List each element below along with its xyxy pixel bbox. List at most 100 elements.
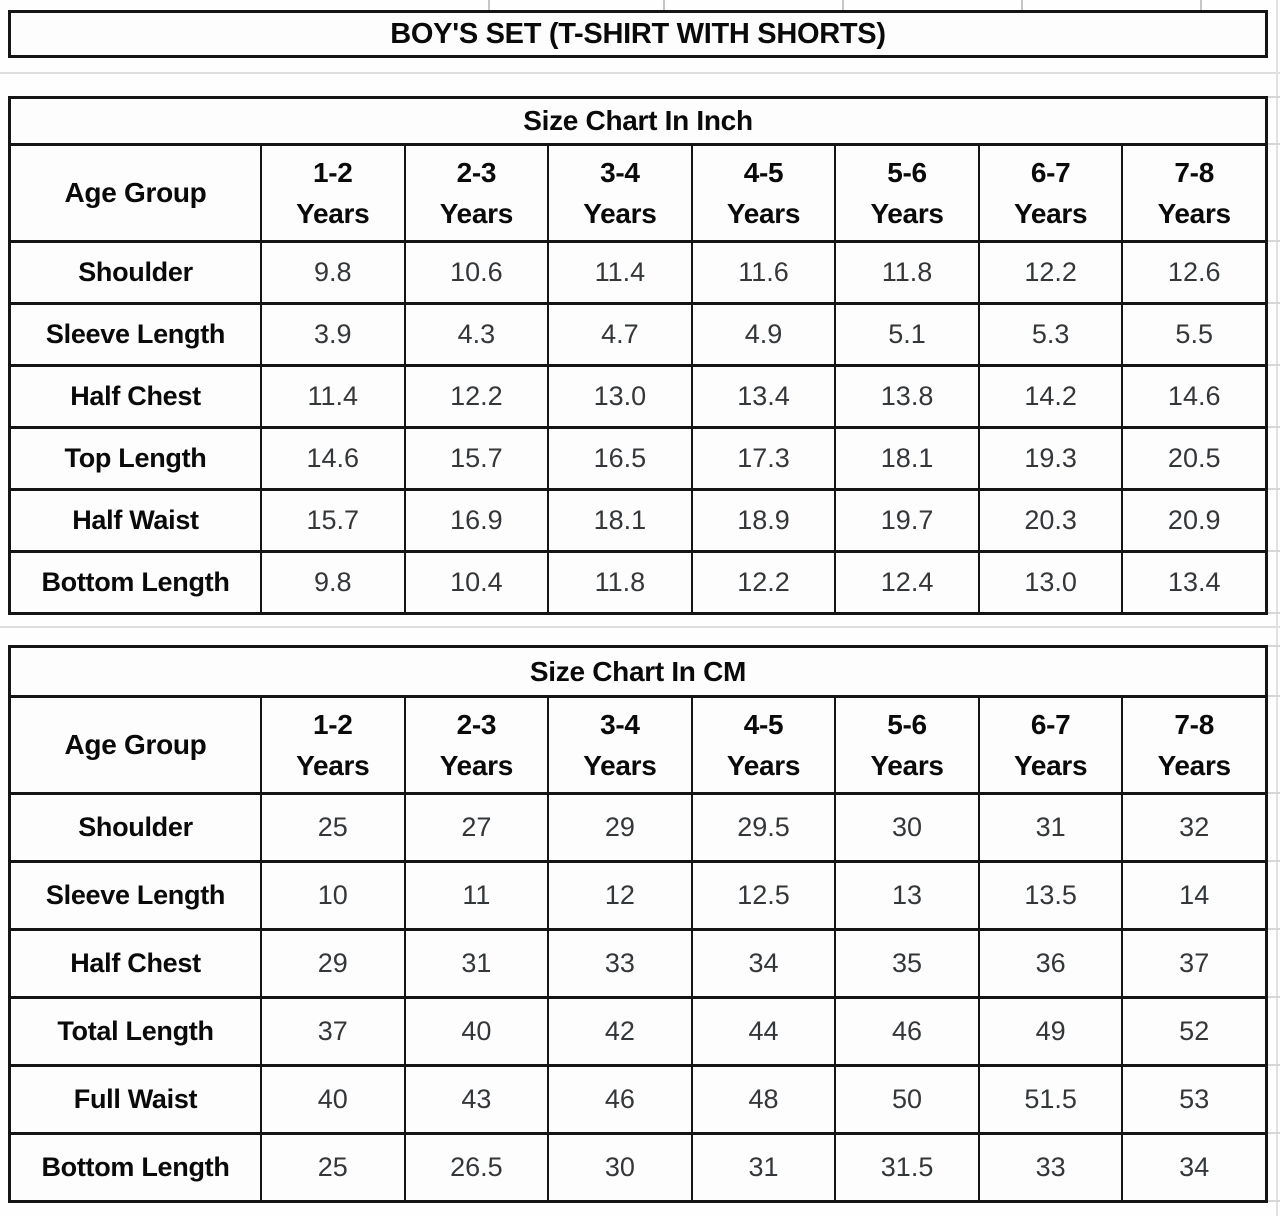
age-unit: Years	[870, 749, 944, 781]
gridline	[1268, 996, 1280, 998]
row-label: Total Length	[11, 999, 260, 1064]
row-label: Sleeve Length	[11, 305, 260, 364]
value-cell: 15.7	[405, 429, 548, 488]
value-cell: 18.9	[692, 491, 835, 550]
value-cell: 31	[979, 795, 1122, 860]
value-cell: 18.1	[836, 429, 978, 488]
age-range: 2-3	[456, 708, 497, 740]
value-cell: 42	[549, 999, 691, 1064]
gridline	[1268, 488, 1280, 490]
value-cell: 11.4	[549, 243, 691, 302]
value-cell: 16.5	[549, 429, 691, 488]
value-cell: 14.6	[1123, 367, 1265, 426]
page-title: BOY'S SET (T-SHIRT WITH SHORTS)	[8, 10, 1268, 58]
age-range: 1-2	[312, 156, 353, 188]
value-cell: 34	[1123, 1135, 1265, 1200]
value-cell: 46	[836, 999, 978, 1064]
value-cell: 31	[692, 1135, 835, 1200]
value-cell: 51.5	[979, 1067, 1122, 1132]
age-unit: Years	[1157, 197, 1232, 229]
value-cell: 29.5	[692, 795, 835, 860]
gridline	[842, 0, 844, 10]
value-cell: 35	[836, 931, 978, 996]
value-cell: 52	[1123, 999, 1265, 1064]
age-unit: Years	[439, 197, 514, 229]
value-cell: 9.8	[262, 243, 404, 302]
value-cell: 11.6	[692, 243, 835, 302]
table-title: Size Chart In Inch	[11, 99, 1265, 143]
column-header: 5-6 Years	[836, 698, 978, 792]
value-cell: 5.1	[836, 305, 978, 364]
value-cell: 12.6	[1123, 243, 1265, 302]
value-cell: 11.8	[836, 243, 978, 302]
value-cell: 12.2	[405, 367, 548, 426]
value-cell: 12.4	[836, 553, 978, 612]
row-label: Shoulder	[11, 243, 260, 302]
value-cell: 30	[549, 1135, 691, 1200]
value-cell: 32	[1123, 795, 1265, 860]
age-unit: Years	[583, 749, 657, 781]
value-cell: 5.5	[1123, 305, 1265, 364]
column-header: 2-3 Years	[405, 146, 548, 240]
age-unit: Years	[1014, 749, 1088, 781]
value-cell: 12.5	[692, 863, 835, 928]
value-cell: 19.7	[836, 491, 978, 550]
age-range: 6-7	[1030, 708, 1071, 740]
table-title: Size Chart In CM	[11, 648, 1265, 695]
value-cell: 25	[262, 795, 404, 860]
age-unit: Years	[296, 197, 370, 229]
column-header: 4-5 Years	[692, 698, 835, 792]
value-cell: 30	[836, 795, 978, 860]
value-cell: 13.5	[979, 863, 1122, 928]
age-unit: Years	[726, 197, 801, 229]
value-cell: 4.3	[405, 305, 548, 364]
column-header: 1-2 Years	[262, 146, 404, 240]
gridline	[1268, 550, 1280, 552]
value-cell: 25	[262, 1135, 404, 1200]
value-cell: 34	[692, 931, 835, 996]
gridline	[1276, 0, 1278, 1216]
value-cell: 12.2	[979, 243, 1122, 302]
row-label: Top Length	[11, 429, 260, 488]
age-range: 5-6	[887, 708, 927, 740]
row-label: Full Waist	[11, 1067, 260, 1132]
gridline	[1268, 695, 1280, 697]
gridline	[0, 626, 1280, 628]
age-range: 6-7	[1030, 156, 1071, 188]
value-cell: 50	[836, 1067, 978, 1132]
gridline	[1268, 792, 1280, 794]
value-cell: 14.2	[979, 367, 1122, 426]
value-cell: 10.4	[405, 553, 548, 612]
value-cell: 46	[549, 1067, 691, 1132]
value-cell: 15.7	[262, 491, 404, 550]
age-unit: Years	[870, 197, 944, 229]
row-label: Shoulder	[11, 795, 260, 860]
size-table-inch: Size Chart In Inch Age Group 1-2 Years 2-3 Ye…	[8, 96, 1268, 615]
gridline	[488, 0, 490, 10]
age-unit: Years	[726, 749, 801, 781]
value-cell: 12	[549, 863, 691, 928]
value-cell: 31.5	[836, 1135, 978, 1200]
value-cell: 27	[405, 795, 548, 860]
value-cell: 5.3	[979, 305, 1122, 364]
gridline	[1268, 1200, 1280, 1202]
age-range: 3-4	[600, 708, 640, 740]
column-header: 6-7 Years	[979, 146, 1122, 240]
value-cell: 16.9	[405, 491, 548, 550]
value-cell: 20.3	[979, 491, 1122, 550]
age-unit: Years	[1157, 749, 1232, 781]
corner-header: Age Group	[11, 146, 260, 240]
value-cell: 11.8	[549, 553, 691, 612]
gridline	[1268, 364, 1280, 366]
value-cell: 13.4	[692, 367, 835, 426]
value-cell: 31	[405, 931, 548, 996]
value-cell: 14	[1123, 863, 1265, 928]
row-label: Half Chest	[11, 367, 260, 426]
gridline	[1268, 860, 1280, 862]
value-cell: 11	[405, 863, 548, 928]
gridline	[1268, 426, 1280, 428]
value-cell: 13.8	[836, 367, 978, 426]
age-unit: Years	[439, 749, 514, 781]
age-range: 1-2	[312, 708, 353, 740]
value-cell: 20.5	[1123, 429, 1265, 488]
